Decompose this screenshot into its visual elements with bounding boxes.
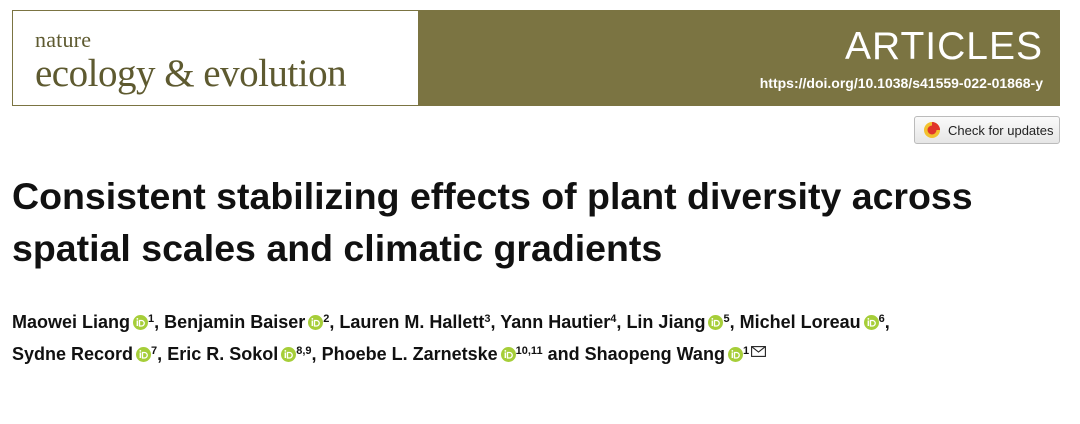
orcid-icon xyxy=(863,315,879,330)
orcid-dot xyxy=(139,350,142,352)
affiliation: 1 xyxy=(742,345,750,357)
affiliation: 7 xyxy=(151,345,158,357)
orcid-i xyxy=(136,320,139,326)
section-label: ARTICLES xyxy=(844,25,1043,68)
separator: , xyxy=(729,312,735,332)
orcid-circle xyxy=(863,315,879,330)
orcid-d xyxy=(314,319,321,327)
masthead: nature ecology & evolution ARTICLES http… xyxy=(12,10,1060,106)
separator: , xyxy=(157,344,163,364)
orcid-dot xyxy=(311,318,314,320)
author-name: Eric R. Sokol xyxy=(167,344,279,364)
orcid-i xyxy=(867,320,869,326)
orcid-icon xyxy=(281,347,297,362)
author-name: Lin Jiang xyxy=(626,312,706,332)
orcid-circle xyxy=(308,315,324,330)
author-name: Phoebe L. Zarnetske xyxy=(321,344,498,364)
author-name: Maowei Liang xyxy=(12,312,131,332)
orcid-dot xyxy=(136,318,139,320)
author[interactable]: Michel Loreau 6, xyxy=(740,312,890,332)
doi-link[interactable]: https://doi.org/10.1038/s41559-022-01868… xyxy=(759,75,1043,91)
orcid-dot xyxy=(711,318,714,320)
affiliation: 4 xyxy=(610,313,617,325)
affiliation: 10,11 xyxy=(515,345,543,357)
orcid-d xyxy=(733,351,740,359)
author[interactable]: Maowei Liang 1, xyxy=(12,312,159,332)
orcid-icon xyxy=(500,347,516,362)
orcid-circle xyxy=(281,347,297,362)
author[interactable]: Lauren M. Hallett3, xyxy=(339,312,495,332)
orcid-icon xyxy=(133,315,149,330)
check-updates-button[interactable]: Check for updates xyxy=(914,116,1060,144)
header-band: ARTICLES https://doi.org/10.1038/s41559-… xyxy=(418,11,1059,105)
orcid-circle xyxy=(500,347,516,362)
author-name: Lauren M. Hallett xyxy=(339,312,485,332)
affiliation: 3 xyxy=(484,313,491,325)
journal-name: ecology & evolution xyxy=(35,52,347,95)
affiliation: 6 xyxy=(878,313,885,325)
affiliation: 2 xyxy=(323,313,330,325)
conjunction: and xyxy=(547,344,580,364)
button-label: Check for updates xyxy=(948,122,1054,138)
orcid-icon xyxy=(308,315,324,330)
orcid-i xyxy=(311,320,314,326)
author[interactable]: Benjamin Baiser 2, xyxy=(164,312,334,332)
author[interactable]: Phoebe L. Zarnetske 10,11 xyxy=(322,344,543,364)
orcid-i xyxy=(504,352,506,358)
orcid-i xyxy=(139,352,142,358)
separator: , xyxy=(311,344,317,364)
orcid-d xyxy=(506,351,513,359)
separator: , xyxy=(490,312,496,332)
affiliation: 1 xyxy=(148,313,155,325)
separator: , xyxy=(884,312,890,332)
orcid-i xyxy=(712,320,714,326)
author[interactable]: Eric R. Sokol 8,9, xyxy=(167,344,316,364)
affiliation: 8,9 xyxy=(296,345,312,357)
author[interactable]: Yann Hautier4, xyxy=(500,312,621,332)
orcid-circle xyxy=(708,315,724,330)
author[interactable]: Sydne Record 7, xyxy=(12,344,162,364)
separator: , xyxy=(616,312,622,332)
orcid-dot xyxy=(867,318,869,320)
orcid-d xyxy=(138,319,145,327)
orcid-dot xyxy=(504,350,506,352)
author-name: Benjamin Baiser xyxy=(164,312,306,332)
author-name: Shaopeng Wang xyxy=(584,344,725,364)
orcid-dot xyxy=(731,350,734,352)
orcid-dot xyxy=(284,350,287,352)
author-name: Sydne Record xyxy=(12,344,134,364)
separator: , xyxy=(154,312,160,332)
orcid-d xyxy=(287,351,294,359)
orcid-icon xyxy=(708,315,724,330)
article-title: Consistent stabilizing effects of plant … xyxy=(12,175,973,269)
orcid-icon xyxy=(727,347,743,362)
author-name: Yann Hautier xyxy=(500,312,611,332)
orcid-circle xyxy=(136,347,152,362)
author-name: Michel Loreau xyxy=(739,312,861,332)
affiliation: 5 xyxy=(723,313,730,325)
updates-icon xyxy=(924,122,940,138)
orcid-circle xyxy=(727,347,743,362)
author[interactable]: Shaopeng Wang 1 xyxy=(584,344,767,364)
journal-name-top: nature xyxy=(35,27,92,52)
author-list: Maowei Liang 1, Benjamin Baiser 2, Lauren … xyxy=(12,306,912,370)
orcid-d xyxy=(869,319,876,327)
journal-logo[interactable]: nature ecology & evolution xyxy=(13,11,419,105)
mail-box xyxy=(751,346,767,357)
orcid-circle xyxy=(133,315,149,330)
orcid-i xyxy=(284,352,287,358)
mail-flap xyxy=(751,346,766,353)
author[interactable]: Lin Jiang 5, xyxy=(626,312,734,332)
orcid-i xyxy=(731,352,734,358)
separator: , xyxy=(329,312,335,332)
mail-icon xyxy=(751,346,767,357)
orcid-d xyxy=(141,351,148,359)
orcid-icon xyxy=(136,347,152,362)
orcid-d xyxy=(714,319,721,327)
